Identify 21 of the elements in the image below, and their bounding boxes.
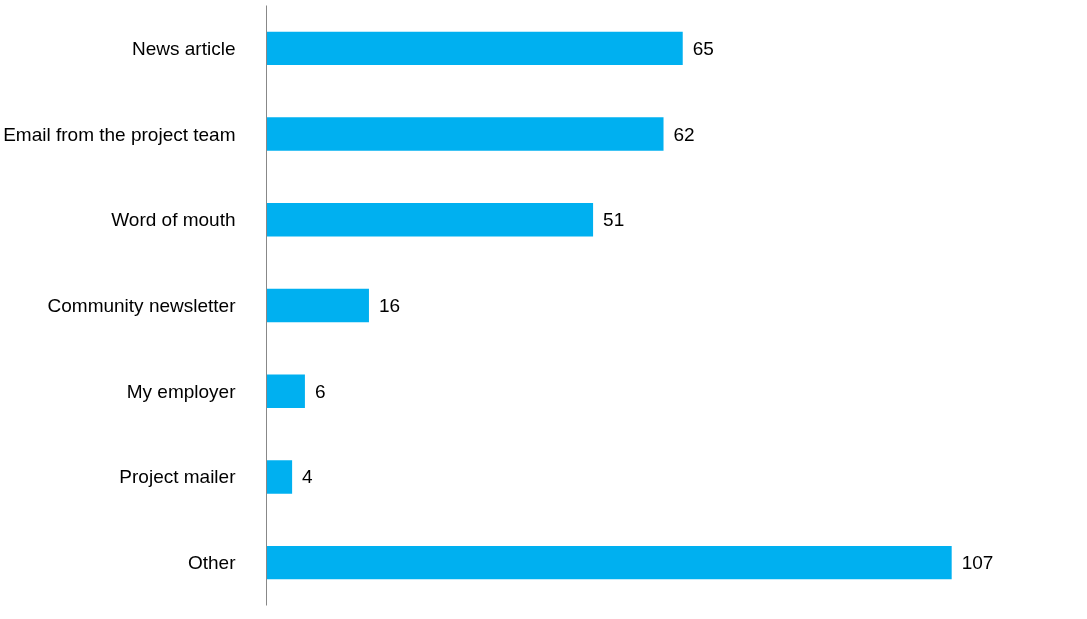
y-tick-label: Community newsletter — [47, 295, 237, 316]
data-label: 16 — [378, 295, 401, 316]
data-label: 51 — [603, 209, 625, 231]
data-label: 65 — [692, 37, 714, 59]
data-label: 4 — [302, 466, 314, 488]
data-label: 6 — [314, 380, 326, 402]
bar — [266, 203, 594, 237]
bar — [266, 288, 369, 323]
y-tick-label: My employer — [126, 380, 237, 402]
y-tick-label: News article — [132, 37, 236, 59]
bar — [266, 31, 683, 66]
data-label: 107 — [961, 552, 994, 574]
bar — [266, 374, 305, 408]
y-tick-label: Other — [187, 552, 237, 574]
y-tick-label: Word of mouth — [111, 209, 236, 231]
y-tick-label: Project mailer — [119, 466, 237, 488]
bar — [266, 117, 664, 151]
bar — [266, 545, 952, 580]
bar — [266, 460, 293, 494]
data-label: 62 — [673, 123, 695, 145]
y-tick-label: Email from the project team — [3, 123, 236, 145]
